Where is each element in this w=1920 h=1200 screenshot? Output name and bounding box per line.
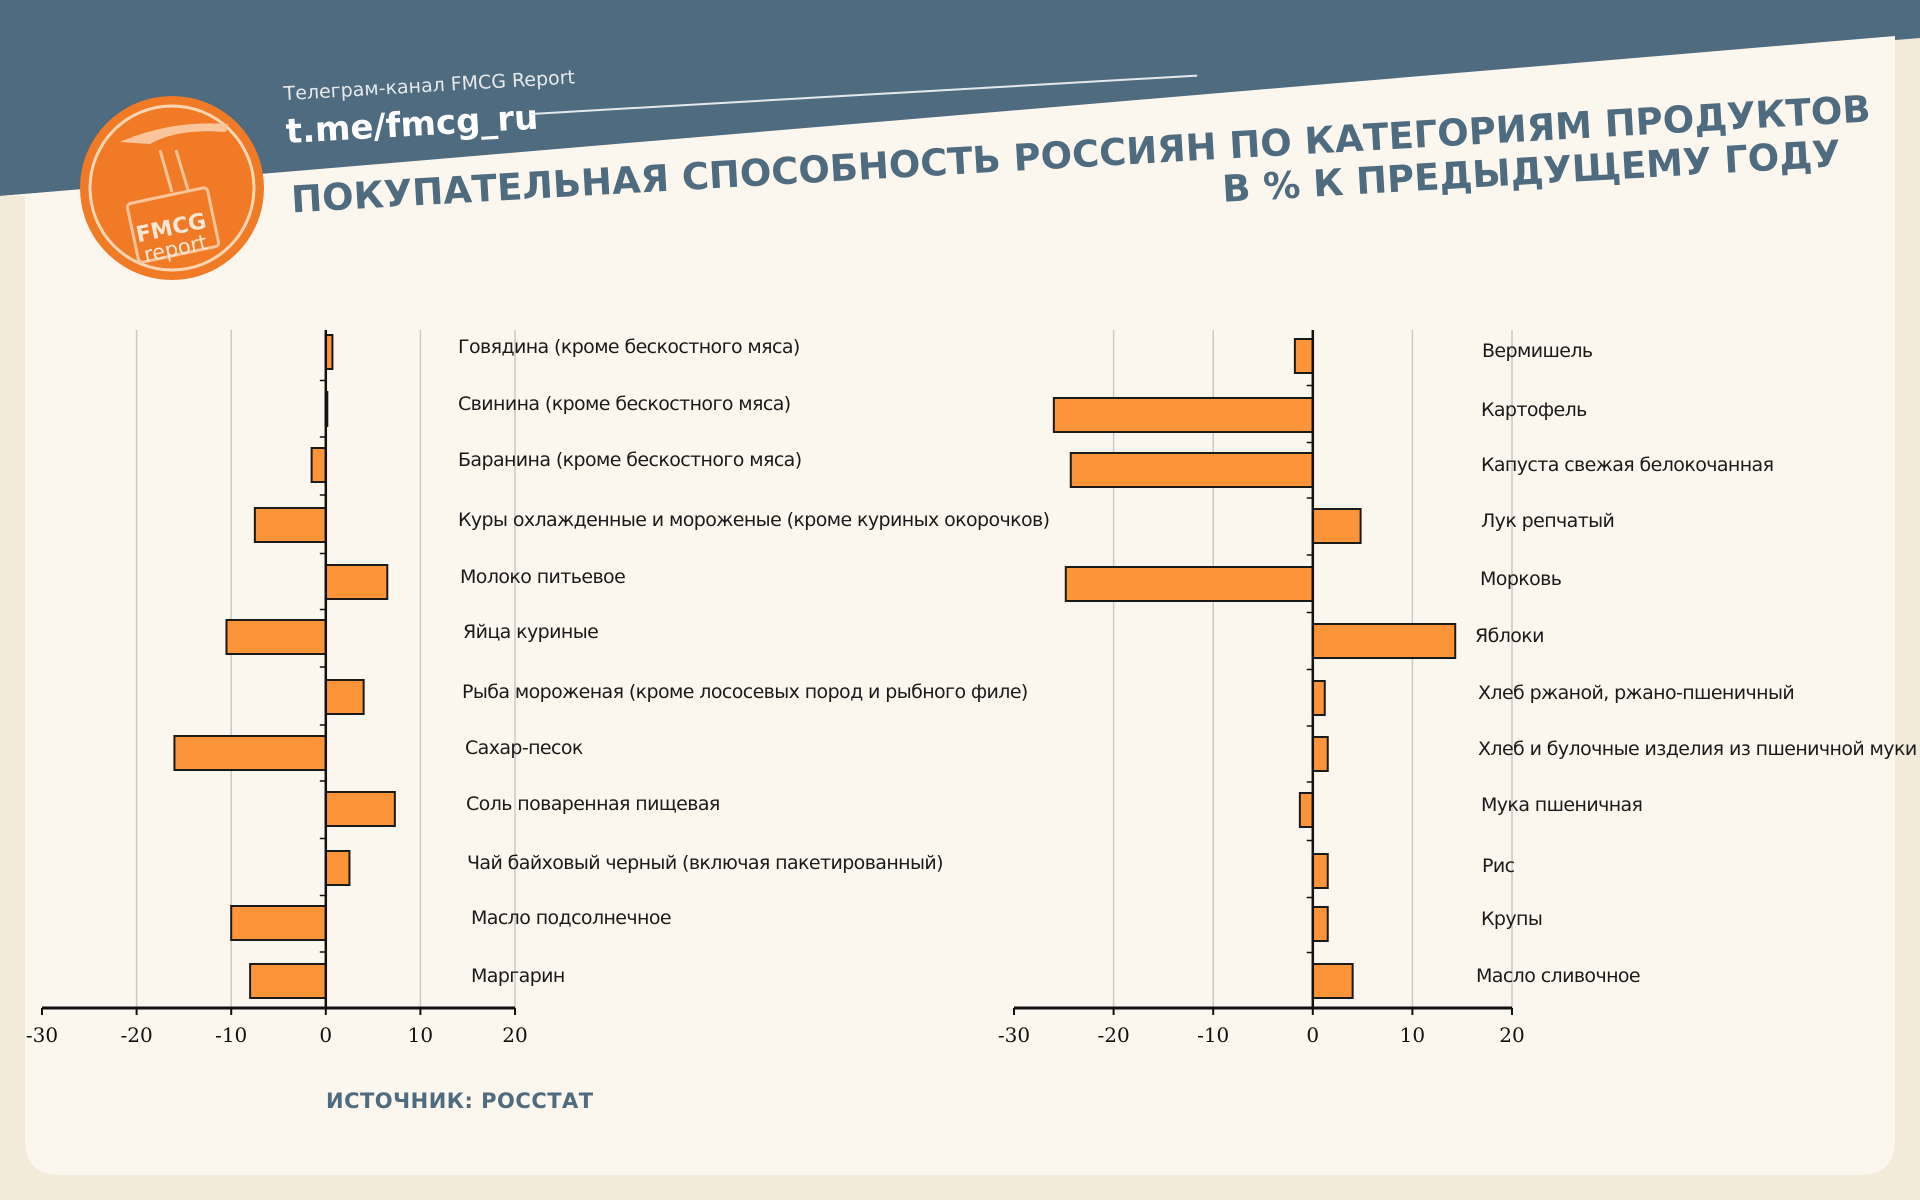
x-tick-label: 20 [502, 1023, 527, 1047]
x-tick-label: -30 [998, 1023, 1030, 1047]
category-label: Масло сливочное [1476, 965, 1640, 987]
header-rule [531, 74, 1198, 115]
category-label: Рис [1482, 855, 1515, 877]
x-tick-label: -20 [120, 1023, 152, 1047]
bar [310, 447, 327, 483]
bar [1311, 853, 1329, 889]
bar [1052, 397, 1314, 433]
bar [173, 735, 327, 771]
header-band [0, 0, 1920, 196]
category-label: Куры охлажденные и мороженые (кроме кури… [458, 509, 1049, 531]
category-label: Капуста свежая белокочанная [1481, 454, 1773, 476]
category-label: Крупы [1481, 908, 1542, 930]
page-margin [0, 196, 25, 1200]
bar [1069, 452, 1314, 488]
bar [1311, 906, 1329, 942]
category-label: Хлеб ржаной, ржано-пшеничный [1478, 682, 1794, 704]
bar [1311, 623, 1457, 659]
bar [230, 905, 327, 941]
source-note: ИСТОЧНИК: РОССТАТ [326, 1089, 594, 1113]
category-label: Свинина (кроме бескостного мяса) [458, 393, 791, 415]
bar [324, 679, 365, 715]
category-label: Молоко питьевое [460, 566, 625, 588]
bar [324, 564, 389, 600]
bar [1311, 736, 1329, 772]
x-tick-label: 10 [1400, 1023, 1425, 1047]
x-tick-label: 20 [1499, 1023, 1524, 1047]
x-tick-label: 10 [408, 1023, 433, 1047]
bar [1298, 792, 1314, 828]
category-label: Масло подсолнечное [471, 907, 671, 929]
logo-ring [88, 104, 256, 272]
category-label: Картофель [1481, 399, 1587, 421]
bar [1311, 963, 1354, 999]
bar [253, 507, 327, 543]
bar [225, 619, 327, 655]
fmcg-logo: FMCG report [80, 96, 264, 280]
x-tick-label: -30 [26, 1023, 58, 1047]
bar [1311, 680, 1326, 716]
category-label: Яйца куриные [463, 621, 598, 643]
category-label: Соль поваренная пищевая [466, 793, 720, 815]
category-label: Рыба мороженая (кроме лососевых пород и … [462, 681, 1028, 703]
category-label: Морковь [1480, 568, 1562, 590]
category-label: Мука пшеничная [1481, 794, 1642, 816]
category-label: Вермишель [1482, 340, 1593, 362]
category-label: Маргарин [471, 965, 565, 987]
content-card [0, 36, 1895, 1175]
x-tick-label: -10 [1197, 1023, 1229, 1047]
chart-vegetables-grains: Вермишель Картофель Капуста свежая белокоч… [998, 330, 1917, 1047]
bar [1311, 508, 1362, 544]
bar [1064, 566, 1314, 602]
x-tick-label: 0 [1306, 1023, 1319, 1047]
chart-meat-dairy: Говядина (кроме бескостного мяса) Свинина… [26, 330, 1050, 1047]
category-label: Говядина (кроме бескостного мяса) [458, 336, 800, 358]
bar [249, 963, 327, 999]
bar [324, 791, 396, 827]
x-tick-label: 0 [319, 1023, 332, 1047]
category-label: Хлеб и булочные изделия из пшеничной мук… [1478, 738, 1917, 760]
category-label: Яблоки [1475, 625, 1544, 647]
x-tick-label: -10 [215, 1023, 247, 1047]
bar [324, 850, 351, 886]
bar [1293, 338, 1314, 374]
category-label: Лук репчатый [1481, 510, 1614, 532]
shopping-bag-icon [120, 123, 228, 264]
x-tick-label: -20 [1097, 1023, 1129, 1047]
category-label: Сахар-песок [465, 737, 583, 759]
category-label: Чай байховый черный (включая пакетирован… [467, 852, 943, 874]
category-label: Баранина (кроме бескостного мяса) [458, 449, 802, 471]
